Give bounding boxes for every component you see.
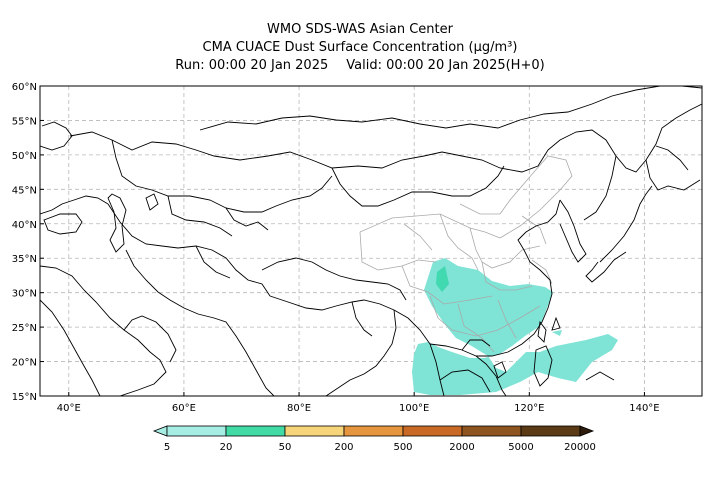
colorbar-label: 20: [220, 442, 233, 453]
lat-tick-label: 15°N: [12, 392, 37, 403]
lat-tick-label: 45°N: [12, 185, 37, 196]
colorbar-max-arrow: [579, 425, 595, 437]
colorbar-segment: [402, 425, 463, 437]
colorbar-label: 50: [279, 442, 292, 453]
axis-ticks: 60°N 55°N 50°N 45°N 40°N 35°N 30°N 25°N 20°N 15°N…: [12, 82, 660, 414]
lat-tick-label: 60°N: [12, 82, 37, 93]
lat-tick-label: 40°N: [12, 220, 37, 231]
lon-tick-label: 100°E: [399, 403, 429, 414]
colorbar-segment: [225, 425, 286, 437]
run-time: Run: 00:00 20 Jan 2025: [175, 58, 329, 73]
colorbar-segment: [166, 425, 227, 437]
lon-tick-label: 40°E: [57, 403, 81, 414]
colorbar-label: 2000: [449, 442, 474, 453]
lat-tick-label: 50°N: [12, 151, 37, 162]
lat-tick-label: 35°N: [12, 254, 37, 265]
lon-tick-label: 60°E: [172, 403, 196, 414]
lat-tick-label: 30°N: [12, 289, 37, 300]
map-frame: [39, 85, 703, 397]
colorbar-segment: [284, 425, 345, 437]
valid-time: Valid: 00:00 20 Jan 2025(H+0): [346, 58, 545, 73]
province-boundaries: [359, 155, 573, 353]
lat-tick-label: 20°N: [12, 358, 37, 369]
lon-tick-label: 120°E: [514, 403, 544, 414]
lat-tick-label: 55°N: [12, 116, 37, 127]
colorbar-segment: [461, 425, 522, 437]
colorbar: 5 20 50 200 500 2000 5000 20000: [152, 425, 596, 453]
lat-tick-label: 25°N: [12, 323, 37, 334]
country-boundaries: [40, 86, 702, 396]
map-gridlines: [40, 86, 702, 396]
colorbar-label: 5: [164, 442, 170, 453]
map-subtitle: CMA CUACE Dust Surface Concentration (μg…: [202, 40, 518, 55]
colorbar-label: 20000: [564, 442, 596, 453]
lon-tick-label: 140°E: [629, 403, 659, 414]
lon-tick-label: 80°E: [287, 403, 311, 414]
colorbar-label: 500: [393, 442, 412, 453]
run-valid-line: Run: 00:00 20 Jan 2025 Valid: 00:00 20 Ja…: [0, 58, 720, 74]
colorbar-segment: [520, 425, 581, 437]
colorbar-min-arrow: [152, 425, 168, 437]
colorbar-segment: [343, 425, 404, 437]
colorbar-label: 5000: [508, 442, 533, 453]
dust-plume: [412, 258, 618, 395]
colorbar-label: 200: [334, 442, 353, 453]
map-title: WMO SDS-WAS Asian Center: [267, 22, 453, 37]
